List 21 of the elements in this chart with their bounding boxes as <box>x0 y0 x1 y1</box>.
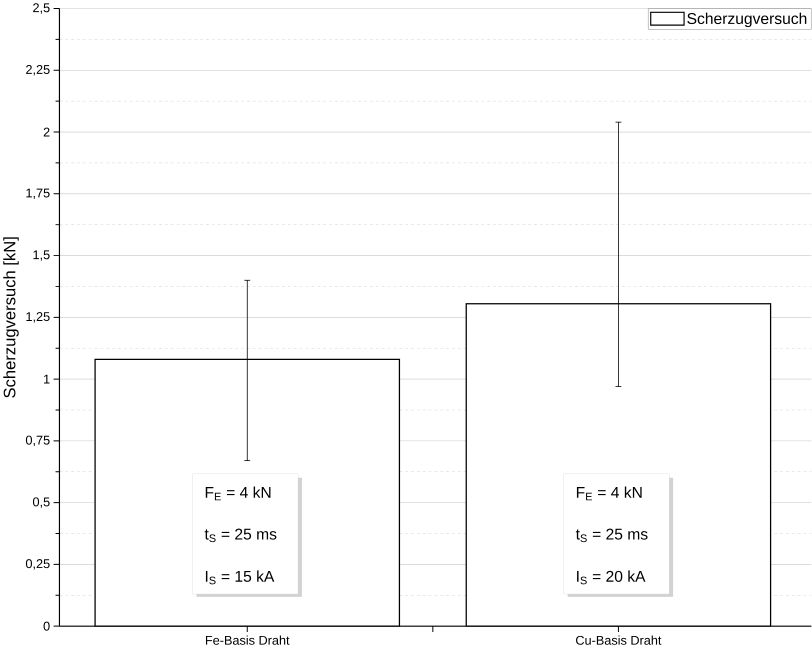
y-axis-title: Scherzugversuch [kN] <box>3 237 19 398</box>
y-tick-label: 0,75 <box>26 436 50 446</box>
y-tick-label: 2,25 <box>26 64 50 76</box>
x-tick-label: Fe-Basis Draht <box>206 635 290 645</box>
annotation: F$_{E}$ = 4 kN <box>206 486 270 500</box>
y-tick-label: 1,5 <box>33 250 50 261</box>
y-tick-label: 0 <box>44 622 50 631</box>
y-tick-label: 1 <box>44 374 50 384</box>
legend-label: Scherzugversuch <box>687 12 806 28</box>
y-tick-label: 2,5 <box>33 3 50 14</box>
y-tick-label: 1,25 <box>26 312 50 323</box>
y-tick-label: 0,5 <box>32 497 50 508</box>
y-tick-label: 2 <box>44 128 50 136</box>
annotation: t$_{S}$ = 25 ms <box>204 528 276 542</box>
x-tick-label: Cu-Basis Draht <box>576 635 662 645</box>
annotation: t$_{S}$ = 25 ms <box>576 528 648 542</box>
y-tick-label: 1,75 <box>26 188 50 199</box>
annotation: I$_{S}$ = 15 kA <box>206 570 274 584</box>
y-tick-label: 0,25 <box>26 559 50 570</box>
annotation: F$_{E}$ = 4 kN <box>576 486 642 500</box>
annotation: I$_{S}$ = 20 kA <box>577 570 646 584</box>
